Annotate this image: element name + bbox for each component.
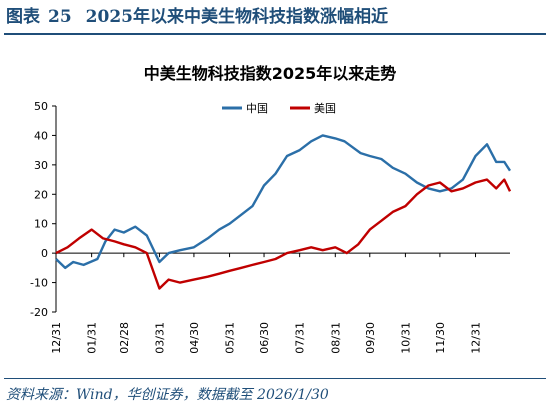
x-tick-label: 01/31 [86, 322, 99, 354]
x-tick-label: 09/30 [364, 322, 377, 354]
x-tick-label: 04/30 [188, 322, 201, 354]
x-tick-label: 02/28 [118, 322, 131, 354]
legend-label-us: 美国 [314, 102, 336, 115]
plot-area [56, 135, 510, 288]
footer-divider [4, 378, 546, 379]
legend-label-china: 中国 [246, 102, 268, 115]
x-tick-label: 12/31 [470, 322, 483, 354]
line-chart: 中美生物科技指数2025年以来走势 中国 美国 50 40 30 20 10 0 -10 -20… [0, 38, 550, 376]
x-tick-label: 10/31 [399, 322, 412, 354]
caption-text: 2025年以来中美生物科技指数涨幅相近 [86, 2, 388, 27]
y-tick-label: 10 [34, 218, 48, 231]
y-tick-label: -20 [30, 306, 48, 319]
source-note: 资料来源：Wind，华创证券，数据截至 2026/1/30 [6, 384, 329, 404]
y-tick-label: 0 [41, 247, 48, 260]
caption-label: 图表 [6, 2, 40, 27]
series-line-us [56, 180, 510, 289]
chart-title: 中美生物科技指数2025年以来走势 [144, 64, 397, 83]
x-tick-label: 12/31 [50, 322, 63, 354]
y-tick-label: 20 [34, 188, 48, 201]
caption-divider [4, 33, 546, 35]
x-tick-label: 11/30 [434, 322, 447, 354]
caption-number: 25 [48, 7, 72, 27]
x-tick-label: 06/30 [258, 322, 271, 354]
series-line-china [56, 135, 510, 268]
chart-legend: 中国 美国 [222, 102, 336, 115]
x-tick-label: 03/31 [153, 322, 166, 354]
y-tick-label: 50 [34, 100, 48, 113]
x-tick-label: 08/31 [329, 322, 342, 354]
y-tick-label: 40 [34, 129, 48, 142]
x-tick-label: 05/31 [224, 322, 237, 354]
y-tick-label: 30 [34, 159, 48, 172]
x-tick-label: 07/31 [294, 322, 307, 354]
figure-caption: 图表 25 2025年以来中美生物科技指数涨幅相近 [6, 2, 388, 27]
y-tick-label: -10 [30, 277, 48, 290]
